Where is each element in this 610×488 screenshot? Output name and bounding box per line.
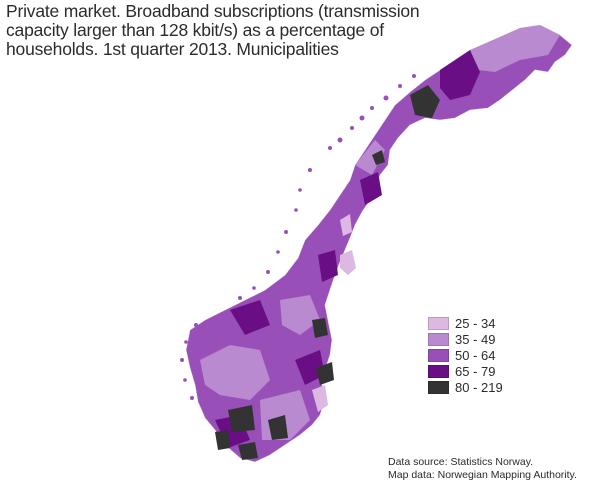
map-title: Private market. Broadband subscriptions … — [6, 1, 420, 59]
legend-swatch — [428, 380, 449, 394]
map-region-light-2 — [312, 385, 328, 412]
map-region-mid-4 — [355, 140, 385, 175]
map-legend: 25 - 34 35 - 49 50 - 64 65 - 79 80 - 219 — [428, 315, 503, 395]
legend-swatch — [428, 332, 449, 346]
map-region-light-3 — [340, 214, 352, 236]
map-region-mid-1 — [470, 25, 560, 72]
map-region-light-1 — [340, 250, 356, 275]
map-region-top-6 — [215, 430, 230, 450]
map-region-top-1 — [410, 85, 440, 118]
map-region-deep-1 — [440, 50, 480, 100]
legend-swatch — [428, 316, 449, 330]
legend-item: 25 - 34 — [428, 315, 503, 331]
map-region-top-3 — [316, 362, 334, 385]
map-region-deep-2 — [360, 172, 382, 205]
legend-item: 50 - 64 — [428, 347, 503, 363]
legend-swatch — [428, 364, 449, 378]
map-landmass — [185, 24, 573, 463]
legend-label: 80 - 219 — [455, 379, 503, 395]
legend-label: 50 - 64 — [455, 347, 496, 363]
data-source-line: Data source: Statistics Norway. — [388, 456, 534, 468]
legend-label: 65 - 79 — [455, 363, 496, 379]
map-region-top-4 — [228, 405, 255, 432]
map-region-deep-3 — [318, 250, 338, 282]
legend-item: 65 - 79 — [428, 363, 503, 379]
map-region-top-2 — [312, 318, 328, 338]
map-region-mid-2 — [200, 345, 270, 400]
map-coastal-islands — [180, 74, 416, 400]
legend-label: 35 - 49 — [455, 331, 496, 347]
map-region-deep-4 — [230, 300, 270, 335]
legend-label: 25 - 34 — [455, 315, 496, 331]
legend-item: 35 - 49 — [428, 331, 503, 347]
map-region-mid-5 — [280, 295, 320, 335]
source-note: Data source: Statistics Norway. Map data… — [388, 456, 577, 482]
map-region-top-5 — [268, 415, 288, 440]
map-region-top-7 — [238, 442, 258, 460]
legend-swatch — [428, 348, 449, 362]
map-region-top-8 — [372, 150, 385, 165]
map-data-line: Map data: Norwegian Mapping Authority. — [388, 469, 577, 481]
legend-item: 80 - 219 — [428, 379, 503, 395]
map-region-deep-5 — [295, 350, 325, 385]
